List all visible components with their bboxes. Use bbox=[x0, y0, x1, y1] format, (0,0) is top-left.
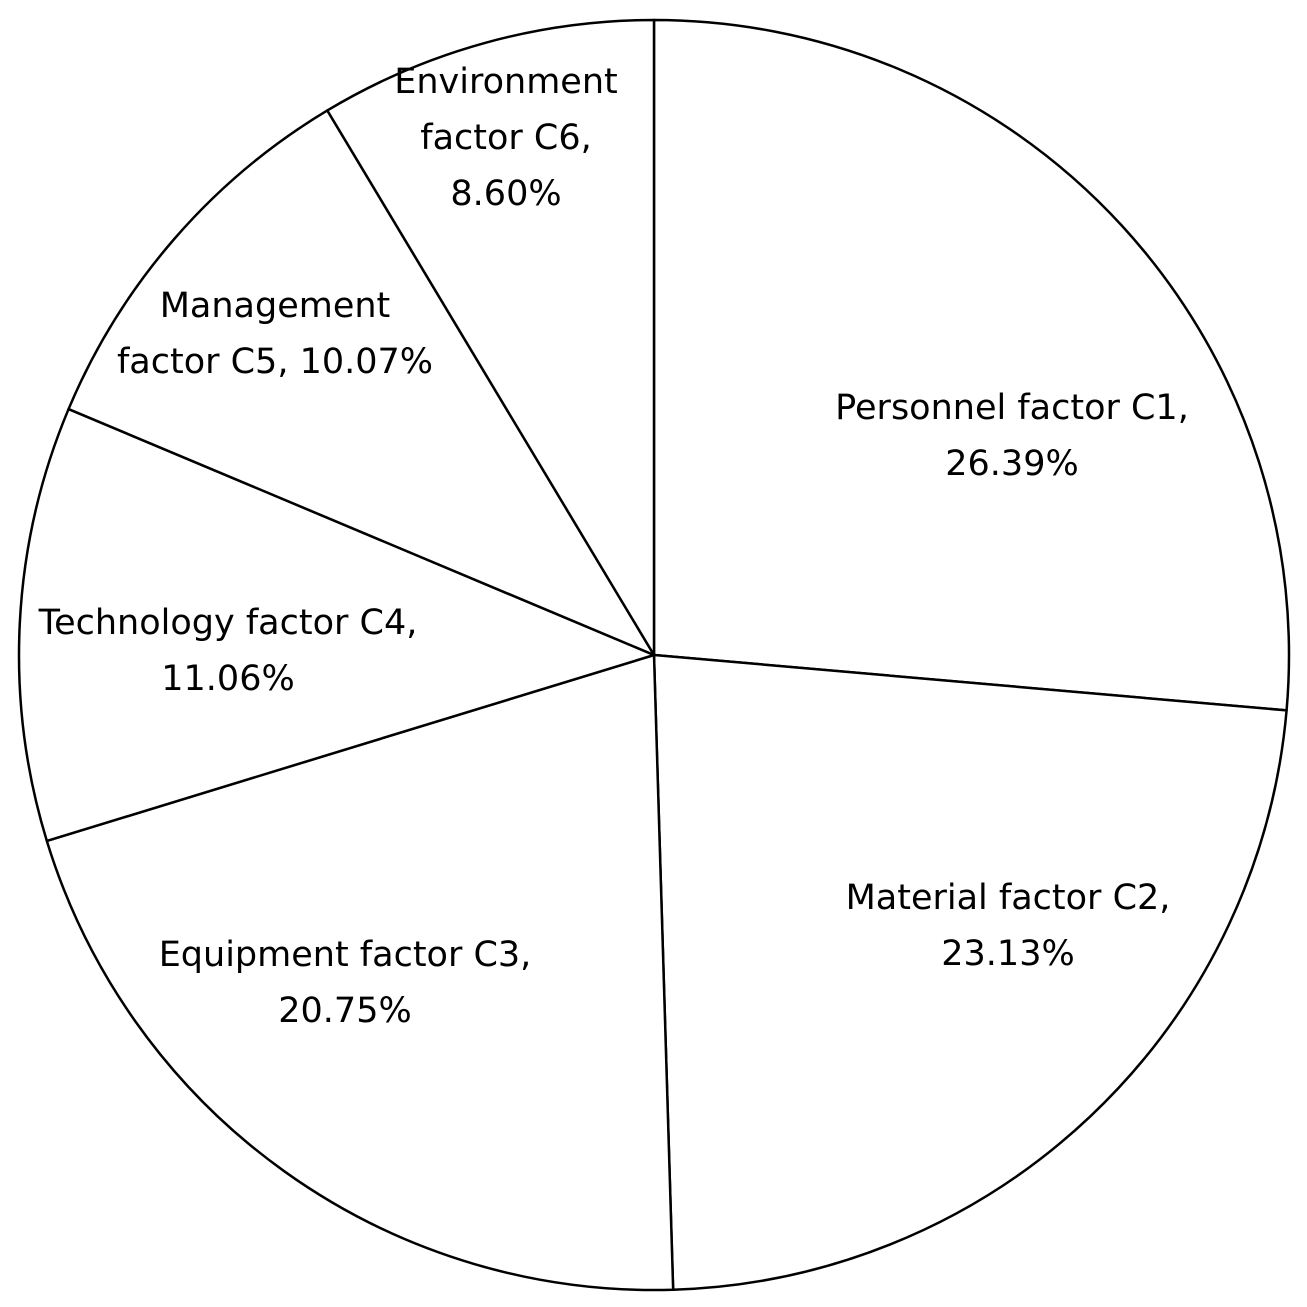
slice-name-label: Material factor C2, bbox=[846, 878, 1171, 918]
pie-slice-c4 bbox=[17, 407, 656, 843]
pie-slice-c6 bbox=[326, 18, 656, 657]
slice-value-label: 20.75% bbox=[278, 991, 411, 1031]
pie-slices bbox=[17, 18, 1291, 1292]
pie-slice-c2 bbox=[652, 653, 1288, 1291]
slice-name-label: Environment bbox=[394, 62, 617, 102]
slice-name-label: factor C5, 10.07% bbox=[117, 342, 433, 382]
slice-label-c4: Technology factor C4, 11.06% bbox=[38, 603, 418, 699]
slice-value-label: 26.39% bbox=[945, 444, 1078, 484]
slice-label-c3: Equipment factor C3, 20.75% bbox=[159, 935, 532, 1031]
slice-label-c1: Personnel factor C1, 26.39% bbox=[835, 388, 1189, 484]
slice-value-label: 11.06% bbox=[161, 659, 294, 699]
slice-name-label: Management bbox=[160, 286, 391, 326]
slice-name-label: Personnel factor C1, bbox=[835, 388, 1189, 428]
slice-value-label: 23.13% bbox=[941, 934, 1074, 974]
pie-slice-c3 bbox=[45, 653, 675, 1292]
slice-value-label: 8.60% bbox=[450, 174, 561, 214]
pie-labels: Personnel factor C1, 26.39% Material facto… bbox=[38, 62, 1189, 1031]
slice-label-c2: Material factor C2, 23.13% bbox=[846, 878, 1171, 974]
pie-slice-c1 bbox=[652, 18, 1291, 712]
slice-name-label: Technology factor C4, bbox=[38, 603, 418, 643]
slice-name-label: factor C6, bbox=[420, 118, 592, 158]
pie-slice-c5 bbox=[67, 109, 656, 657]
slice-label-c5: Management factor C5, 10.07% bbox=[117, 286, 433, 382]
slice-label-c6: Environment factor C6, 8.60% bbox=[394, 62, 617, 214]
slice-name-label: Equipment factor C3, bbox=[159, 935, 532, 975]
